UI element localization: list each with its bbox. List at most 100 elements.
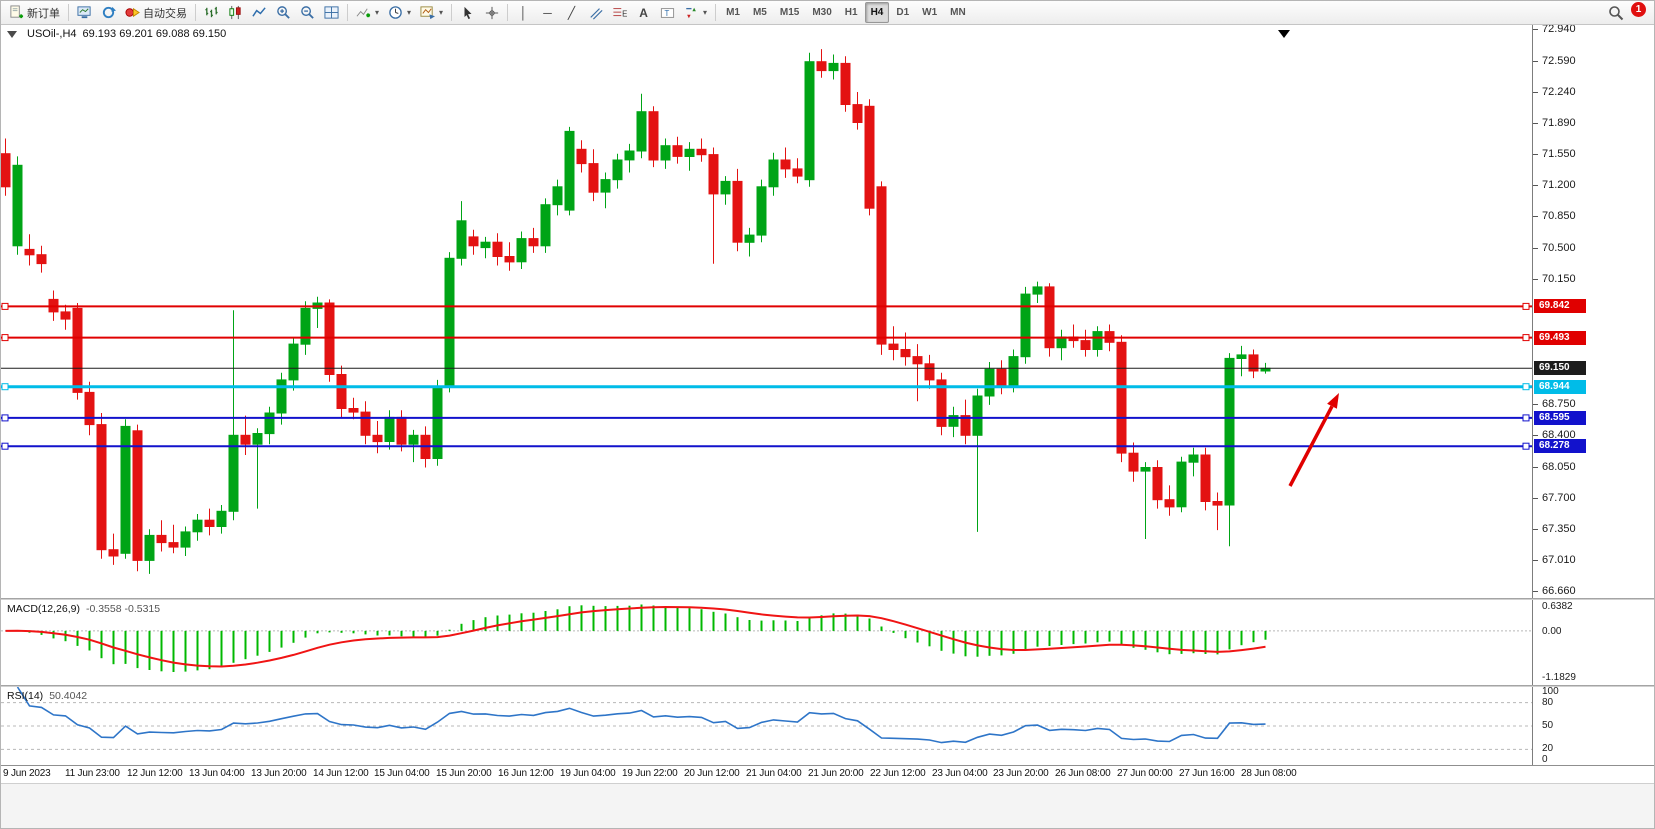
auto-trading-label: 自动交易 xyxy=(143,7,187,20)
templates-button[interactable]: ▾ xyxy=(416,2,447,23)
cursor-button[interactable] xyxy=(456,2,479,23)
price-tick-label: 71.890 xyxy=(1542,117,1576,129)
auto-trading-button[interactable]: 自动交易 xyxy=(121,2,191,23)
chart-shift-marker-icon[interactable] xyxy=(1278,30,1290,38)
resistance-line-1-handle[interactable] xyxy=(1,302,9,310)
macd-header: MACD(12,26,9) -0.3558 -0.5315 xyxy=(7,603,160,615)
candle xyxy=(924,354,935,389)
tile-windows-button[interactable] xyxy=(320,2,343,23)
candle xyxy=(312,296,323,328)
support-line-blue-1-handle[interactable] xyxy=(1,414,9,422)
candle xyxy=(444,252,455,393)
pane-separator[interactable] xyxy=(1,598,1654,600)
refresh-button[interactable] xyxy=(97,2,120,23)
candle xyxy=(936,372,947,436)
candle xyxy=(636,93,647,159)
time-axis-label: 23 Jun 04:00 xyxy=(932,768,988,779)
zoom-out-button[interactable] xyxy=(296,2,319,23)
new-order-button[interactable]: 新订单 xyxy=(5,2,64,23)
support-line-cyan-handle[interactable] xyxy=(1522,383,1530,391)
candle xyxy=(492,233,503,266)
pane-separator xyxy=(1,765,1654,766)
time-axis-label: 15 Jun 04:00 xyxy=(374,768,430,779)
channel-button[interactable] xyxy=(584,2,607,23)
price-tick-label: 70.500 xyxy=(1542,242,1576,254)
support-line-blue-2-handle[interactable] xyxy=(1522,442,1530,450)
fibonacci-button[interactable]: E xyxy=(608,2,631,23)
time-axis-label: 20 Jun 12:00 xyxy=(684,768,740,779)
line-chart-button[interactable] xyxy=(248,2,271,23)
notification-badge[interactable]: 1 xyxy=(1631,2,1646,17)
candle xyxy=(300,301,311,355)
timeframe-d1-button[interactable]: D1 xyxy=(890,2,915,23)
candle xyxy=(744,227,755,257)
price-tick-mark xyxy=(1533,61,1538,62)
trendline-button[interactable]: ╱ xyxy=(560,2,583,23)
time-axis-label: 13 Jun 20:00 xyxy=(251,768,307,779)
candle xyxy=(804,52,815,187)
crosshair-button[interactable] xyxy=(480,2,503,23)
candle xyxy=(672,136,683,164)
time-axis[interactable]: 9 Jun 2023 11 Jun 23:00 12 Jun 12:00 13 Jun… xyxy=(1,766,1532,783)
timeframe-mn-button[interactable]: MN xyxy=(944,2,972,23)
dropdown-arrow-icon: ▾ xyxy=(439,8,444,17)
rsi-chart xyxy=(1,687,1532,750)
indicators-button[interactable]: ▾ xyxy=(352,2,383,23)
pane-separator[interactable] xyxy=(1,685,1654,687)
timeframe-h4-button[interactable]: H4 xyxy=(864,2,890,23)
timeframe-m30-button[interactable]: M30 xyxy=(806,2,837,23)
candle xyxy=(648,106,659,168)
support-line-blue-1-handle[interactable] xyxy=(1522,414,1530,422)
time-axis-label: 14 Jun 12:00 xyxy=(313,768,369,779)
candle xyxy=(12,156,23,255)
timeframe-m1-button[interactable]: M1 xyxy=(720,2,746,23)
line-chart-icon xyxy=(252,7,266,17)
timeframe-m5-button[interactable]: M5 xyxy=(747,2,773,23)
candle xyxy=(1128,442,1139,482)
candle xyxy=(60,304,71,330)
toolbar-separator xyxy=(715,4,717,21)
arrow-annotation[interactable] xyxy=(1288,393,1339,487)
price-tick-mark xyxy=(1533,435,1538,436)
candle xyxy=(156,520,167,552)
macd-tick-label: 0.00 xyxy=(1542,626,1562,637)
timeframe-m15-button[interactable]: M15 xyxy=(774,2,805,23)
timeframe-h1-button[interactable]: H1 xyxy=(839,2,864,23)
resistance-line-2-price-label: 69.493 xyxy=(1534,331,1586,345)
text-button[interactable]: A xyxy=(632,2,655,23)
text-label-button[interactable]: T xyxy=(656,2,679,23)
support-line-cyan-handle[interactable] xyxy=(1,383,9,391)
candle xyxy=(180,526,191,556)
time-axis-label: 11 Jun 23:00 xyxy=(65,768,120,779)
candle xyxy=(1224,353,1235,547)
time-axis-label: 9 Jun 2023 xyxy=(3,768,51,779)
resistance-line-2-handle[interactable] xyxy=(1522,334,1530,342)
candle xyxy=(372,421,383,454)
macd-title: MACD(12,26,9) xyxy=(7,603,80,615)
time-axis-label: 27 Jun 16:00 xyxy=(1179,768,1235,779)
market-watch-button[interactable] xyxy=(73,2,96,23)
price-tick-label: 70.150 xyxy=(1542,273,1576,285)
resistance-line-1-handle[interactable] xyxy=(1522,302,1530,310)
resistance-line-2-handle[interactable] xyxy=(1,334,9,342)
vertical-line-button[interactable]: │ xyxy=(512,2,535,23)
search-button[interactable] xyxy=(1604,2,1628,23)
time-axis-label: 21 Jun 04:00 xyxy=(746,768,802,779)
bar-chart-button[interactable] xyxy=(200,2,223,23)
price-axis[interactable]: 72.940 72.590 72.240 71.890 71.550 71.200 70.8… xyxy=(1532,23,1654,766)
candlestick-chart-button[interactable] xyxy=(224,2,247,23)
timeframe-w1-button[interactable]: W1 xyxy=(916,2,943,23)
one-click-trading-toggle[interactable] xyxy=(7,30,17,38)
price-tick-mark xyxy=(1533,248,1538,249)
template-icon xyxy=(420,6,436,20)
status-strip xyxy=(1,783,1654,828)
price-tick-mark xyxy=(1533,591,1538,592)
support-line-blue-2-handle[interactable] xyxy=(1,442,9,450)
zoom-in-button[interactable] xyxy=(272,2,295,23)
arrows-shapes-button[interactable]: ▾ xyxy=(680,2,711,23)
periods-button[interactable]: ▾ xyxy=(384,2,415,23)
price-tick-label: 68.400 xyxy=(1542,429,1576,441)
price-tick-mark xyxy=(1533,498,1538,499)
toolbar-separator xyxy=(507,4,509,21)
horizontal-line-button[interactable]: ─ xyxy=(536,2,559,23)
